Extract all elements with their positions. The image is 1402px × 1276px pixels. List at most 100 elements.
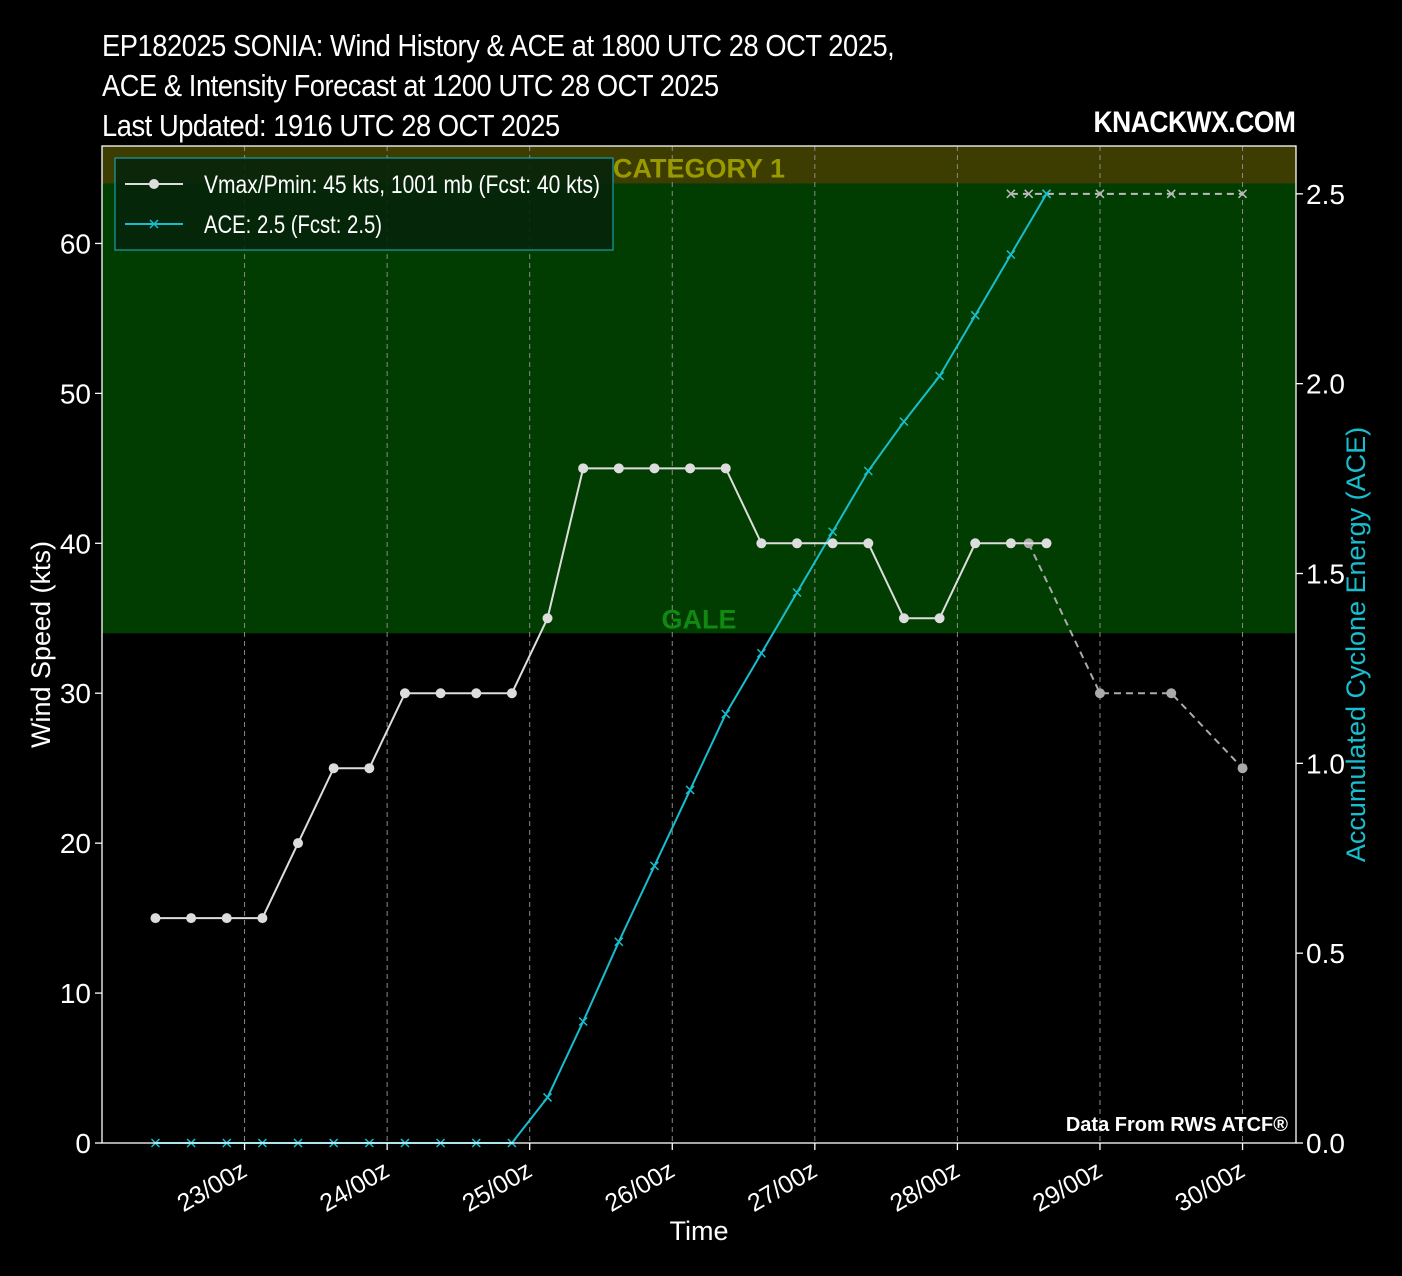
ace-point [863,466,873,476]
wind-point [506,688,517,699]
wind-point [685,463,696,474]
legend-marker [149,179,159,189]
wind-point [1005,538,1016,549]
ace-point [578,1016,588,1027]
wind-point [898,613,909,624]
legend-entry-label: Vmax/Pmin: 45 kts, 1001 mb (Fcst: 40 kts… [204,171,600,199]
y2-tick-label: 2.0 [1306,369,1345,400]
title-line-3: Last Updated: 1916 UTC 28 OCT 2025 [102,108,560,143]
wind-line [155,467,1047,920]
wind-point [186,913,197,924]
x-tick-label: 27/00z [743,1156,822,1218]
x-tick-label: 30/00z [1171,1156,1250,1218]
ace-point [721,709,731,719]
x-marker-stroke [685,785,695,795]
series-layer [150,189,1248,1148]
ace-point [899,417,909,427]
title-line-1: EP182025 SONIA: Wind History & ACE at 18… [102,28,895,63]
ace-point [685,785,695,795]
x-marker-stroke [1006,250,1016,260]
x-marker-stroke [542,1092,553,1102]
y2-tick-label: 0.5 [1306,938,1345,969]
x-tick-label: 28/00z [885,1156,964,1218]
wind-point [613,463,624,474]
y2-tick-label: 1.0 [1306,748,1345,779]
plot-frame [101,145,1297,1144]
ace-point [1006,250,1016,260]
wind-forecast-point [1237,763,1248,774]
y-tick-label: 50 [60,378,91,409]
title-line-2: ACE & Intensity Forecast at 1200 UTC 28 … [102,68,719,103]
ace-forecast-point [1006,189,1016,199]
y2-axis-label: Accumulated Cyclone Energy (ACE) [1341,427,1371,862]
wind-point [578,463,589,474]
x-tick-label: 25/00z [458,1156,537,1218]
wind-point [364,763,375,774]
ace-point [792,587,802,598]
wind-forecast-point [1166,688,1177,699]
legend: Vmax/Pmin: 45 kts, 1001 mb (Fcst: 40 kts… [114,157,614,251]
wind-point [970,538,981,549]
legend-box [114,157,614,251]
x-marker-stroke [756,648,766,658]
wind-point [649,463,660,474]
brand-label: KNACKWX.COM [1093,106,1295,139]
x-marker-stroke [899,417,909,427]
x-marker-stroke [935,371,945,381]
wind-point [221,913,232,924]
ace-point [756,648,766,658]
wind-point [150,913,161,924]
x-marker-stroke [1238,189,1248,199]
legend-marker [149,219,159,229]
y2-tick-label: 1.5 [1306,559,1345,590]
wind-forecast-point [1094,688,1105,699]
wind-point [792,538,803,549]
y2-tick-label: 0.0 [1306,1128,1345,1159]
ace-point [970,310,980,320]
gale-band [102,183,1296,634]
ace-point [542,1092,553,1102]
x-marker-stroke [970,310,980,320]
wind-point [863,538,874,549]
wind-point [720,463,731,474]
x-marker-stroke [1041,189,1052,199]
x-marker-stroke [1024,189,1034,199]
y-tick-label: 40 [60,528,91,559]
ace-forecast-point [1024,189,1034,199]
y-tick-label: 10 [60,978,91,1009]
ace-forecast-point [1095,189,1105,199]
x-tick-label: 23/00z [173,1156,252,1218]
wind-point [827,538,838,549]
gale-label: GALE [661,604,736,634]
vertical-gridlines [244,146,1244,1143]
ace-forecast-point [1166,189,1176,199]
x-tick-label: 29/00z [1028,1156,1107,1218]
x-marker-stroke [1166,189,1176,199]
wind-point [293,838,304,849]
x-marker-stroke [863,466,873,476]
wind-point [257,913,268,924]
x-marker-stroke [792,587,802,598]
y-tick-label: 30 [60,678,91,709]
ace-point [614,937,624,947]
chart-title: EP182025 SONIA: Wind History & ACE at 18… [102,26,1002,146]
x-marker-stroke [578,1016,588,1027]
x-tick-label: 24/00z [315,1156,394,1218]
wind-point [328,763,339,774]
x-tick-label: 26/00z [600,1156,679,1218]
wind-point [756,538,767,549]
y-tick-label: 0 [75,1128,91,1159]
wind-point [934,613,945,624]
wind-point [542,613,553,624]
x-marker-stroke [1006,189,1016,199]
ace-point [1041,189,1052,199]
x-marker-stroke [1095,189,1105,199]
x-marker-stroke [649,861,659,871]
y-tick-label: 60 [60,228,91,259]
wind-forecast-line [1027,542,1244,769]
y-tick-label: 20 [60,828,91,859]
y-axis-label: Wind Speed (kts) [26,541,56,748]
x-marker-stroke [149,219,159,229]
wind-point [471,688,482,699]
